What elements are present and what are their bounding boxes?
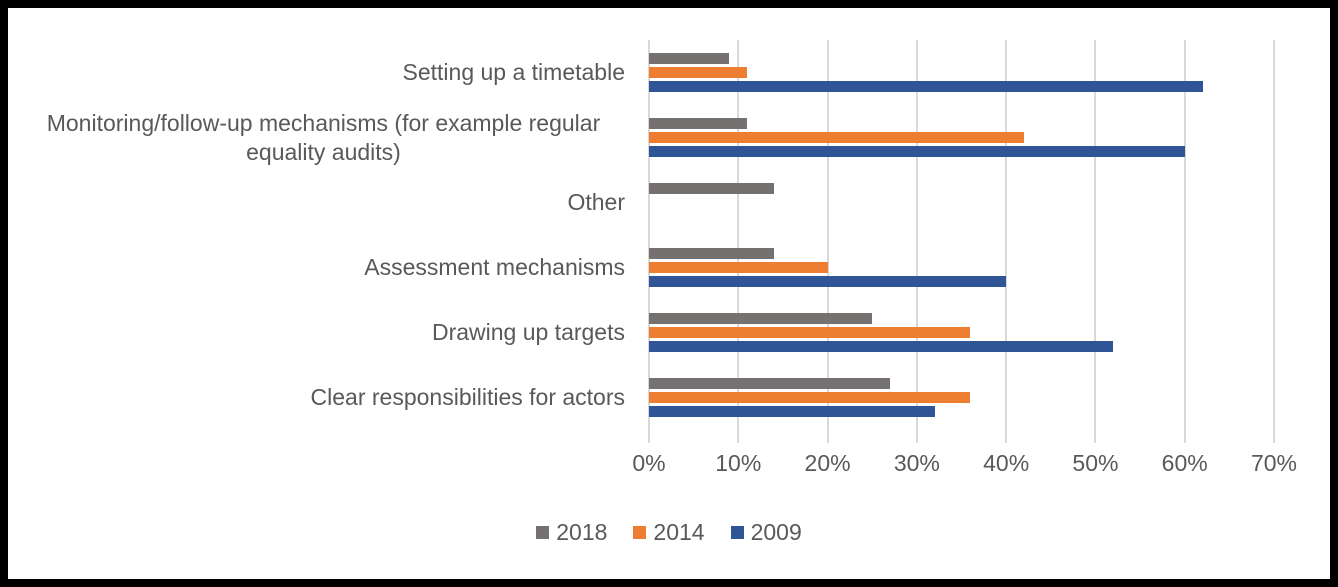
legend-label: 2014 [653, 519, 705, 545]
legend-item-2014: 2014 [633, 519, 705, 546]
bar-2018 [649, 248, 774, 259]
legend: 2018 2014 2009 [0, 519, 1338, 546]
gridline [1094, 40, 1097, 443]
x-axis-tick-label: 20% [804, 450, 851, 476]
x-axis-tick-label: 10% [715, 450, 762, 476]
bar-2014 [649, 67, 748, 78]
x-axis-tick-label: 40% [983, 450, 1030, 476]
bar-2014 [649, 132, 1024, 143]
legend-label: 2009 [750, 519, 802, 545]
legend-item-2018: 2018 [536, 519, 607, 546]
bar-2018 [649, 183, 774, 194]
category-label-text: Other [567, 189, 625, 216]
bar-2018 [649, 53, 730, 64]
category-label-text: Clear responsibilities for actors [310, 384, 625, 411]
bar-2009 [649, 146, 1185, 157]
category-label: Other [22, 170, 625, 235]
bar-2009 [649, 406, 935, 417]
gridline [915, 40, 918, 443]
legend-label: 2018 [556, 519, 608, 545]
category-label-text: Monitoring/follow-up mechanisms (for exa… [46, 110, 601, 165]
x-axis-tick-label: 0% [632, 450, 666, 476]
x-axis-tick-label: 50% [1072, 450, 1119, 476]
bar-2018 [649, 378, 891, 389]
bar-2009 [649, 341, 1114, 352]
legend-swatch-icon [730, 526, 744, 539]
category-label: Setting up a timetable [22, 40, 625, 105]
gridline [1273, 40, 1275, 443]
category-label: Clear responsibilities for actors [22, 365, 625, 430]
x-axis-tick-label: 30% [893, 450, 940, 476]
category-label: Assessment mechanisms [22, 235, 625, 300]
gridline [1183, 40, 1186, 443]
bar-2009 [649, 81, 1203, 92]
gridline [1005, 40, 1008, 443]
legend-swatch-icon [633, 526, 647, 539]
x-axis-tick-label: 70% [1250, 450, 1298, 476]
category-label: Monitoring/follow-up mechanisms (for exa… [22, 105, 625, 170]
bar-2018 [649, 118, 748, 129]
category-label-text: Setting up a timetable [402, 59, 625, 86]
bar-2009 [649, 276, 1007, 287]
legend-item-2009: 2009 [730, 519, 802, 546]
bar-2018 [649, 313, 873, 324]
bar-2014 [649, 392, 971, 403]
x-axis-tick-label: 60% [1161, 450, 1208, 476]
bar-2014 [649, 262, 828, 273]
bar-2014 [649, 327, 971, 338]
category-label-text: Drawing up targets [431, 319, 625, 346]
legend-swatch-icon [536, 526, 550, 539]
category-label: Drawing up targets [22, 300, 625, 365]
category-label-text: Assessment mechanisms [364, 254, 625, 281]
